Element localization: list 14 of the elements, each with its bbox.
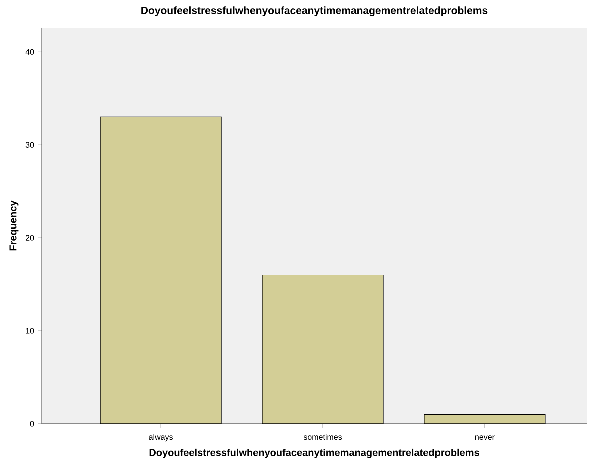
x-axis-title: Doyoufeelstressfulwhenyoufaceanytimemanagementrelatedproblems [150,448,480,458]
y-tick-label: 20 [26,235,34,241]
x-tick-label: sometimes [304,434,342,440]
chart-title: Doyoufeelstressfulwhenyoufaceanytimemanagementrelatedproblems [142,6,488,16]
x-tick-label: never [475,436,495,440]
bar [424,414,546,424]
x-tick-label: always [149,434,173,442]
y-axis-title: Frequency [10,200,19,251]
bar [100,117,222,424]
y-tick-label: 0 [30,421,34,427]
y-tick-label: 40 [26,49,34,55]
y-tick-label: 10 [26,328,34,334]
y-tick-label: 30 [26,142,34,148]
bar [262,275,384,424]
